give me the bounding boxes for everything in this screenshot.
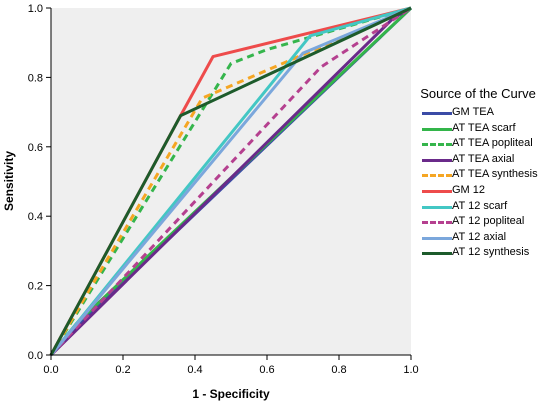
series-layer <box>49 6 413 357</box>
y-tick-label-5: 1.0 <box>28 3 43 15</box>
y-axis-title: Sensitivity <box>2 151 16 211</box>
legend-label: AT 12 popliteal <box>452 215 525 228</box>
series-line-8 <box>49 6 412 356</box>
legend-item: AT 12 synthesis <box>416 245 550 261</box>
legend-swatch <box>422 252 452 256</box>
legend-swatch <box>422 158 452 162</box>
x-tick-label-5: 1.0 <box>403 364 418 376</box>
legend-label: AT 12 axial <box>452 230 507 243</box>
legend-item: AT TEA axial <box>416 152 550 168</box>
legend-swatch <box>422 174 452 178</box>
x-tick-label-2: 0.4 <box>187 364 202 376</box>
legend-item: AT 12 axial <box>416 230 550 246</box>
legend-label: AT TEA popliteal <box>452 137 533 150</box>
legend-item: AT TEA popliteal <box>416 136 550 152</box>
legend-item: AT TEA scarf <box>416 121 550 137</box>
legend-item: GM TEA <box>416 105 550 121</box>
legend-item: AT 12 popliteal <box>416 214 550 230</box>
legend-label: GM TEA <box>452 106 494 118</box>
legend: Source of the Curve GM TEA AT TEA scarf AT… <box>416 86 550 261</box>
legend-label: AT TEA synthesis <box>452 168 538 181</box>
axes-layer: 0.0 0.2 0.4 0.6 0.8 1.0 0.0 0.2 0.4 0.6 0.8 1.0 <box>28 3 419 376</box>
series-line-6 <box>49 6 412 356</box>
legend-label: AT TEA scarf <box>452 121 516 134</box>
y-tick-label-1: 0.2 <box>28 281 43 293</box>
legend-item: GM 12 <box>416 183 550 199</box>
series-line-9 <box>49 6 412 356</box>
x-tick-label-3: 0.6 <box>259 364 274 376</box>
x-tick-label-4: 0.8 <box>331 364 346 376</box>
legend-title: Source of the Curve <box>420 86 536 101</box>
y-tick-label-4: 0.8 <box>28 72 43 84</box>
legend-swatch <box>422 112 452 115</box>
y-tick-label-3: 0.6 <box>28 142 43 154</box>
y-tick-label-2: 0.4 <box>28 211 43 223</box>
legend-label: AT TEA axial <box>452 152 515 165</box>
x-axis-title: 1 - Specificity <box>192 387 270 401</box>
y-tick-label-0: 0.0 <box>28 350 43 362</box>
legend-swatch <box>422 189 452 193</box>
legend-swatch <box>422 221 452 225</box>
x-tick-label-1: 0.2 <box>115 364 130 376</box>
legend-label: GM 12 <box>452 183 486 196</box>
legend-items: GM TEA AT TEA scarf AT TEA popliteal AT TEA… <box>416 105 550 261</box>
legend-swatch <box>422 143 452 147</box>
legend-label: AT 12 synthesis <box>452 246 530 259</box>
legend-item: AT 12 scarf <box>416 199 550 215</box>
legend-item: AT TEA synthesis <box>416 167 550 183</box>
legend-swatch <box>422 236 452 240</box>
x-tick-label-0: 0.0 <box>43 364 58 376</box>
legend-swatch <box>422 127 452 131</box>
legend-label: AT 12 scarf <box>452 199 508 212</box>
legend-swatch <box>422 205 452 209</box>
